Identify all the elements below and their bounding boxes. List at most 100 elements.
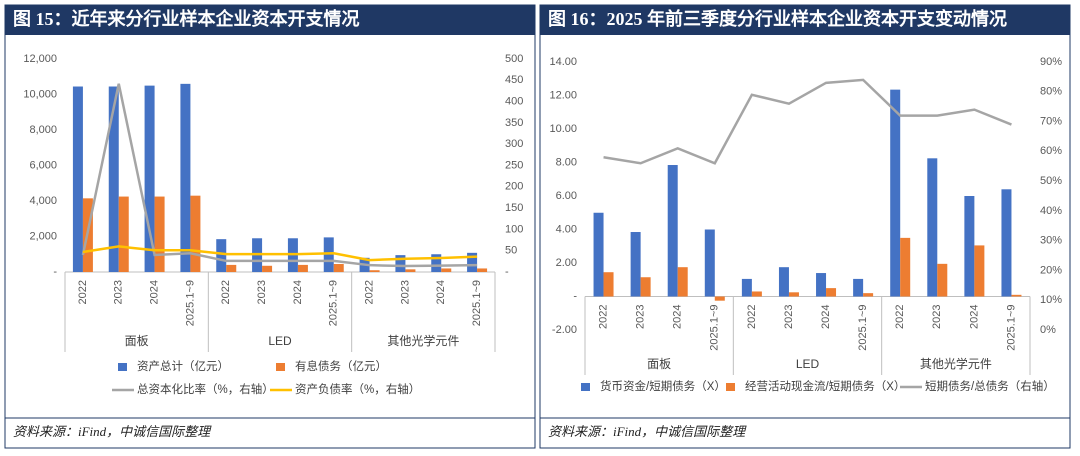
y2-tick-label: 250 — [505, 159, 523, 171]
bar — [190, 195, 201, 272]
y-tick-label: 2.00 — [556, 257, 577, 269]
x-tick-label: 2022 — [746, 305, 758, 329]
x-tick-label: 2022 — [77, 280, 89, 304]
bar — [741, 278, 752, 297]
bar — [826, 288, 837, 297]
y2-tick-label: 150 — [505, 202, 523, 214]
x-tick-label: 2022 — [597, 305, 609, 329]
y-tick-label: -2.00 — [552, 324, 577, 336]
y2-tick-label: 10% — [1040, 294, 1062, 306]
x-tick-label: 2023 — [113, 280, 125, 304]
bar — [369, 270, 380, 272]
bar — [704, 229, 715, 297]
x-tick-label: 2023 — [635, 305, 647, 329]
y2-tick-label: 40% — [1040, 205, 1062, 217]
legend-swatch — [276, 363, 285, 371]
header-bar — [540, 5, 1070, 35]
legend-label: 资产总计（亿元） — [137, 359, 229, 373]
bar — [1011, 294, 1022, 297]
bar — [714, 296, 725, 301]
legend-label: 资产负债率（%，右轴） — [295, 382, 420, 396]
bar — [108, 86, 119, 272]
x-tick-label: 2024 — [820, 305, 832, 329]
group-label: 面板 — [647, 357, 671, 371]
y2-tick-label: 500 — [505, 53, 523, 65]
y-tick-label: - — [53, 266, 57, 278]
x-tick-label: 2024 — [672, 305, 684, 329]
x-tick-label: 2023 — [783, 305, 795, 329]
y2-tick-label: 450 — [505, 74, 523, 86]
bar — [603, 272, 614, 297]
y-tick-label: 12.00 — [549, 89, 577, 101]
legend-label: 总资本化比率（%，右轴） — [137, 382, 274, 396]
legend-label: 有息债务（亿元） — [295, 359, 387, 373]
bar — [216, 239, 227, 272]
bar — [467, 252, 478, 272]
x-tick-label: 2022 — [363, 280, 375, 304]
x-tick-label: 2024 — [968, 305, 980, 329]
bar — [677, 267, 688, 297]
y-tick-label: 12,000 — [23, 53, 57, 65]
y-tick-label: 10,000 — [23, 88, 57, 100]
x-tick-label: 2025.1~9 — [184, 280, 196, 326]
x-tick-label: 2025.1~9 — [471, 280, 483, 326]
bar — [788, 292, 799, 297]
legend-swatch — [726, 383, 735, 391]
y-tick-label: 2,000 — [29, 230, 57, 242]
x-tick-label: 2023 — [931, 305, 943, 329]
bar — [333, 264, 344, 272]
bar — [816, 273, 827, 297]
y2-tick-label: 30% — [1040, 235, 1062, 247]
x-tick-label: 2023 — [399, 280, 411, 304]
y2-tick-label: 20% — [1040, 264, 1062, 276]
x-tick-label: 2022 — [220, 280, 232, 304]
x-tick-label: 2025.1~9 — [328, 280, 340, 326]
y2-tick-label: 350 — [505, 117, 523, 129]
bar — [640, 277, 651, 297]
bar — [937, 263, 948, 297]
bar — [118, 196, 129, 272]
source-note: 资料来源：iFind，中诚信国际整理 — [548, 424, 747, 439]
bar — [297, 264, 308, 272]
y2-tick-label: 50 — [505, 245, 517, 257]
bar — [667, 165, 678, 297]
bar — [964, 196, 975, 297]
bar — [144, 85, 155, 272]
bar — [900, 237, 911, 297]
y2-tick-label: 300 — [505, 138, 523, 150]
bar — [441, 268, 452, 272]
x-tick-label: 2022 — [894, 305, 906, 329]
y-tick-label: - — [573, 290, 577, 302]
bar — [890, 89, 901, 297]
bar — [751, 291, 762, 297]
legend-swatch — [581, 383, 590, 391]
line-series — [82, 245, 478, 262]
x-tick-label: 2025.1~9 — [1005, 304, 1017, 350]
bar — [927, 158, 938, 297]
bar — [477, 268, 488, 272]
bar — [853, 278, 864, 297]
legend-label: 经营活动现金流/短期债务（X） — [745, 379, 905, 393]
bar — [226, 264, 237, 272]
y-tick-label: 6,000 — [29, 159, 57, 171]
bar — [593, 212, 604, 297]
bar — [1001, 189, 1012, 297]
y2-tick-label: 60% — [1040, 145, 1062, 157]
bar — [863, 293, 874, 297]
group-label: LED — [796, 357, 820, 371]
x-tick-label: 2025.1~9 — [857, 305, 869, 351]
y-tick-label: 8.00 — [556, 156, 577, 168]
source-note: 资料来源：iFind，中诚信国际整理 — [13, 424, 212, 439]
group-label: 其他光学元件 — [387, 333, 459, 348]
y2-tick-label: 90% — [1040, 56, 1062, 68]
y2-tick-label: 80% — [1040, 86, 1062, 98]
bar — [180, 83, 191, 272]
bar — [72, 86, 83, 272]
y-tick-label: 10.00 — [549, 123, 577, 135]
bar — [262, 265, 273, 272]
y-tick-label: 8,000 — [29, 124, 57, 136]
bar — [630, 232, 641, 297]
y2-tick-label: 0% — [1040, 324, 1056, 336]
y2-tick-label: - — [505, 266, 509, 278]
